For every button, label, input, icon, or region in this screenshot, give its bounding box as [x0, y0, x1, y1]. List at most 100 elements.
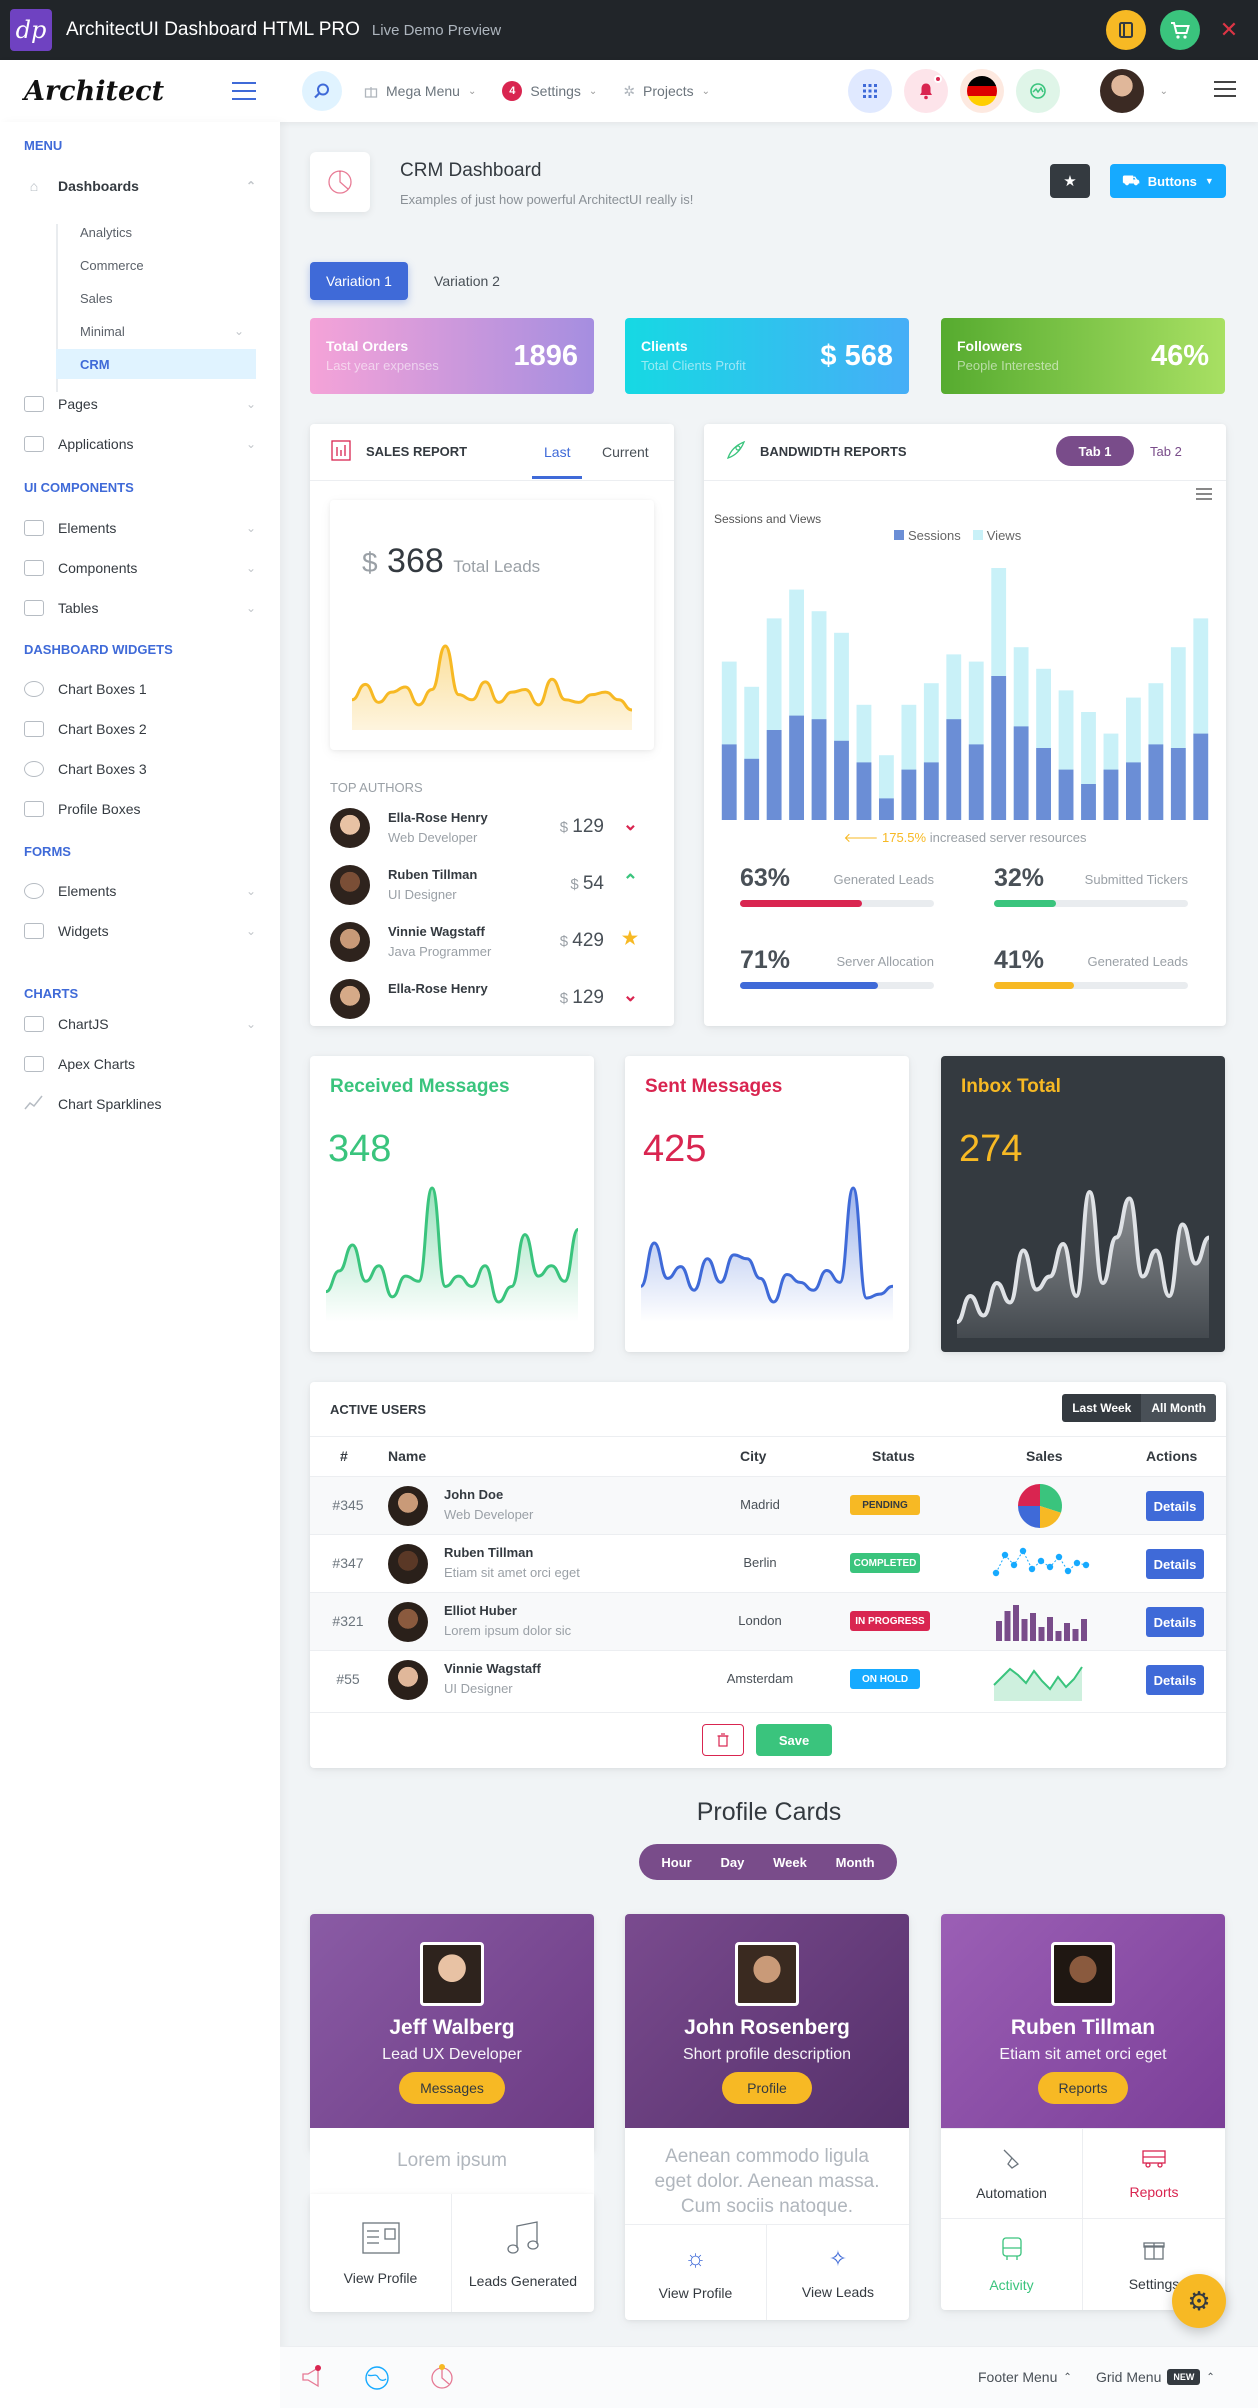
sidebar-item-form-widgets[interactable]: Widgets ⌄ — [24, 915, 256, 947]
menu-icon[interactable] — [1214, 80, 1236, 102]
globe-icon[interactable] — [364, 2365, 390, 2394]
sidebar-item-commerce[interactable]: Commerce — [80, 257, 144, 273]
range-hour[interactable]: Hour — [661, 1854, 692, 1870]
user-name[interactable]: Ruben Tillman — [444, 1545, 534, 1560]
bell-icon[interactable] — [903, 69, 948, 113]
leads-value: 368 — [387, 542, 444, 580]
range-week[interactable]: Week — [773, 1854, 807, 1870]
user-avatar[interactable] — [1099, 69, 1144, 113]
sparkline-area — [352, 646, 632, 730]
sidebar-item-chart-boxes-1[interactable]: Chart Boxes 1 — [24, 673, 256, 705]
theme-settings-button[interactable]: ⚙ — [1172, 2274, 1226, 2328]
delete-button[interactable] — [702, 1724, 744, 1756]
sidebar-item-form-elements[interactable]: Elements ⌄ — [24, 875, 256, 907]
sidebar-item-chart-boxes-2[interactable]: Chart Boxes 2 — [24, 713, 256, 745]
sidebar-toggle-icon[interactable] — [232, 82, 256, 106]
tab-current[interactable]: Current — [602, 444, 649, 460]
details-button[interactable]: Details — [1146, 1549, 1204, 1579]
search-icon[interactable] — [302, 71, 342, 111]
view-profile-action[interactable]: View Profile — [310, 2194, 452, 2312]
close-icon[interactable]: ✕ — [1219, 17, 1239, 42]
sidebar-item-analytics[interactable]: Analytics — [80, 224, 133, 240]
received-sparkline — [326, 1186, 578, 1322]
buttons-dropdown[interactable]: ⛟ Buttons ▼ — [1110, 164, 1226, 198]
gift-icon — [364, 87, 378, 98]
sidebar-item-elements[interactable]: Elements ⌄ — [24, 512, 256, 544]
sidebar-item-components[interactable]: Components ⌄ — [24, 552, 256, 584]
user-city: London — [738, 1613, 782, 1628]
sidebar-item-profile-boxes[interactable]: Profile Boxes — [24, 793, 256, 825]
megaphone-icon[interactable] — [300, 2365, 326, 2392]
settings-menu[interactable]: 4 Settings ⌄ — [502, 81, 597, 101]
projects-menu[interactable]: ✲ Projects ⌄ — [623, 83, 710, 100]
chevron-up-icon: ⌃ — [1206, 2371, 1215, 2383]
mega-menu[interactable]: Mega Menu ⌄ — [364, 83, 476, 99]
sidebar-item-chart-boxes-3[interactable]: Chart Boxes 3 — [24, 753, 256, 785]
sidebar-item-pages[interactable]: Pages ⌄ — [24, 388, 256, 420]
sidebar-item-label: Minimal — [80, 323, 125, 339]
sidebar-heading-forms: FORMS — [24, 844, 71, 859]
view-leads-action[interactable]: ✧ View Leads — [767, 2224, 909, 2320]
details-button[interactable]: Details — [1146, 1607, 1204, 1637]
activity-action[interactable]: Activity — [941, 2218, 1083, 2310]
author-amount: $ 129 — [560, 987, 604, 1009]
reports-action[interactable]: Reports — [1083, 2128, 1225, 2218]
user-name[interactable]: Elliot Huber — [444, 1603, 517, 1618]
user-city: Berlin — [743, 1555, 777, 1570]
sidebar-item-crm[interactable]: CRM — [56, 349, 256, 379]
sidebar-item-chartjs[interactable]: ChartJS ⌄ — [24, 1008, 256, 1040]
globe-icon — [24, 681, 44, 697]
book-icon[interactable] — [1106, 10, 1146, 50]
sidebar-heading-ui: UI COMPONENTS — [24, 480, 134, 495]
activity-icon[interactable] — [1015, 69, 1060, 113]
scatter-point — [1019, 1547, 1027, 1555]
german-flag-icon[interactable] — [959, 69, 1004, 113]
range-month[interactable]: Month — [835, 1854, 875, 1870]
author-name: Ella-Rose Henry — [388, 981, 488, 996]
automation-action[interactable]: Automation — [941, 2128, 1083, 2218]
profile-button[interactable]: Profile — [722, 2072, 812, 2104]
range-all-month[interactable]: All Month — [1141, 1394, 1216, 1422]
profile-body: Lorem ipsum — [310, 2128, 594, 2194]
leads-generated-action[interactable]: Leads Generated — [452, 2194, 594, 2312]
chart-menu-icon[interactable] — [1196, 488, 1212, 500]
reports-button[interactable]: Reports — [1038, 2072, 1128, 2104]
sidebar-item-minimal[interactable]: Minimal ⌄ — [56, 316, 256, 346]
lightbulb-icon — [24, 883, 44, 899]
tab-variation-2[interactable]: Variation 2 — [434, 273, 500, 289]
details-button[interactable]: Details — [1146, 1491, 1204, 1521]
sparkline-icon — [24, 1095, 44, 1114]
tab-2[interactable]: Tab 2 — [1150, 444, 1182, 459]
cart-icon[interactable] — [1160, 10, 1200, 50]
tab-last[interactable]: Last — [544, 444, 571, 460]
demo-logo[interactable]: dp — [10, 9, 52, 51]
chevron-down-icon[interactable]: ⌄ — [1159, 85, 1168, 97]
tab-variation-1[interactable]: Variation 1 — [310, 262, 408, 300]
range-day[interactable]: Day — [720, 1854, 745, 1870]
metric-progress — [740, 982, 934, 989]
details-button[interactable]: Details — [1146, 1665, 1204, 1695]
sidebar-item-apex-charts[interactable]: Apex Charts — [24, 1048, 256, 1080]
profile-body: Aenean commodo ligula eget dolor. Aenean… — [654, 2146, 880, 2217]
brand-logo[interactable]: Architect — [24, 75, 165, 107]
save-button[interactable]: Save — [756, 1724, 832, 1756]
grid-menu[interactable]: Grid Menu NEW ⌃ — [1096, 2369, 1215, 2385]
sidebar-item-dashboards[interactable]: ⌂ Dashboards ⌃ — [24, 170, 256, 202]
settings-action[interactable]: Settings — [1083, 2218, 1225, 2310]
messages-button[interactable]: Messages — [399, 2072, 505, 2104]
tab-1[interactable]: Tab 1 — [1056, 436, 1134, 466]
sidebar-item-applications[interactable]: Applications ⌄ — [24, 428, 256, 460]
user-name[interactable]: Vinnie Wagstaff — [444, 1661, 541, 1676]
range-last-week[interactable]: Last Week — [1072, 1401, 1132, 1415]
footer-menu[interactable]: Footer Menu ⌃ — [978, 2369, 1072, 2385]
sidebar-item-tables[interactable]: Tables ⌄ — [24, 592, 256, 624]
pie-chart-icon[interactable] — [428, 2363, 456, 2394]
favorite-button[interactable]: ★ — [1050, 164, 1090, 198]
sidebar-item-chart-sparklines[interactable]: Chart Sparklines — [24, 1088, 256, 1120]
grid-apps-icon[interactable] — [847, 69, 892, 113]
sidebar-item-sales[interactable]: Sales — [80, 290, 113, 306]
metric-label: Generated Leads — [833, 872, 934, 887]
view-profile-action[interactable]: ☼ View Profile — [625, 2224, 767, 2320]
sessions-bar — [1013, 726, 1029, 820]
user-name[interactable]: John Doe — [444, 1487, 504, 1502]
